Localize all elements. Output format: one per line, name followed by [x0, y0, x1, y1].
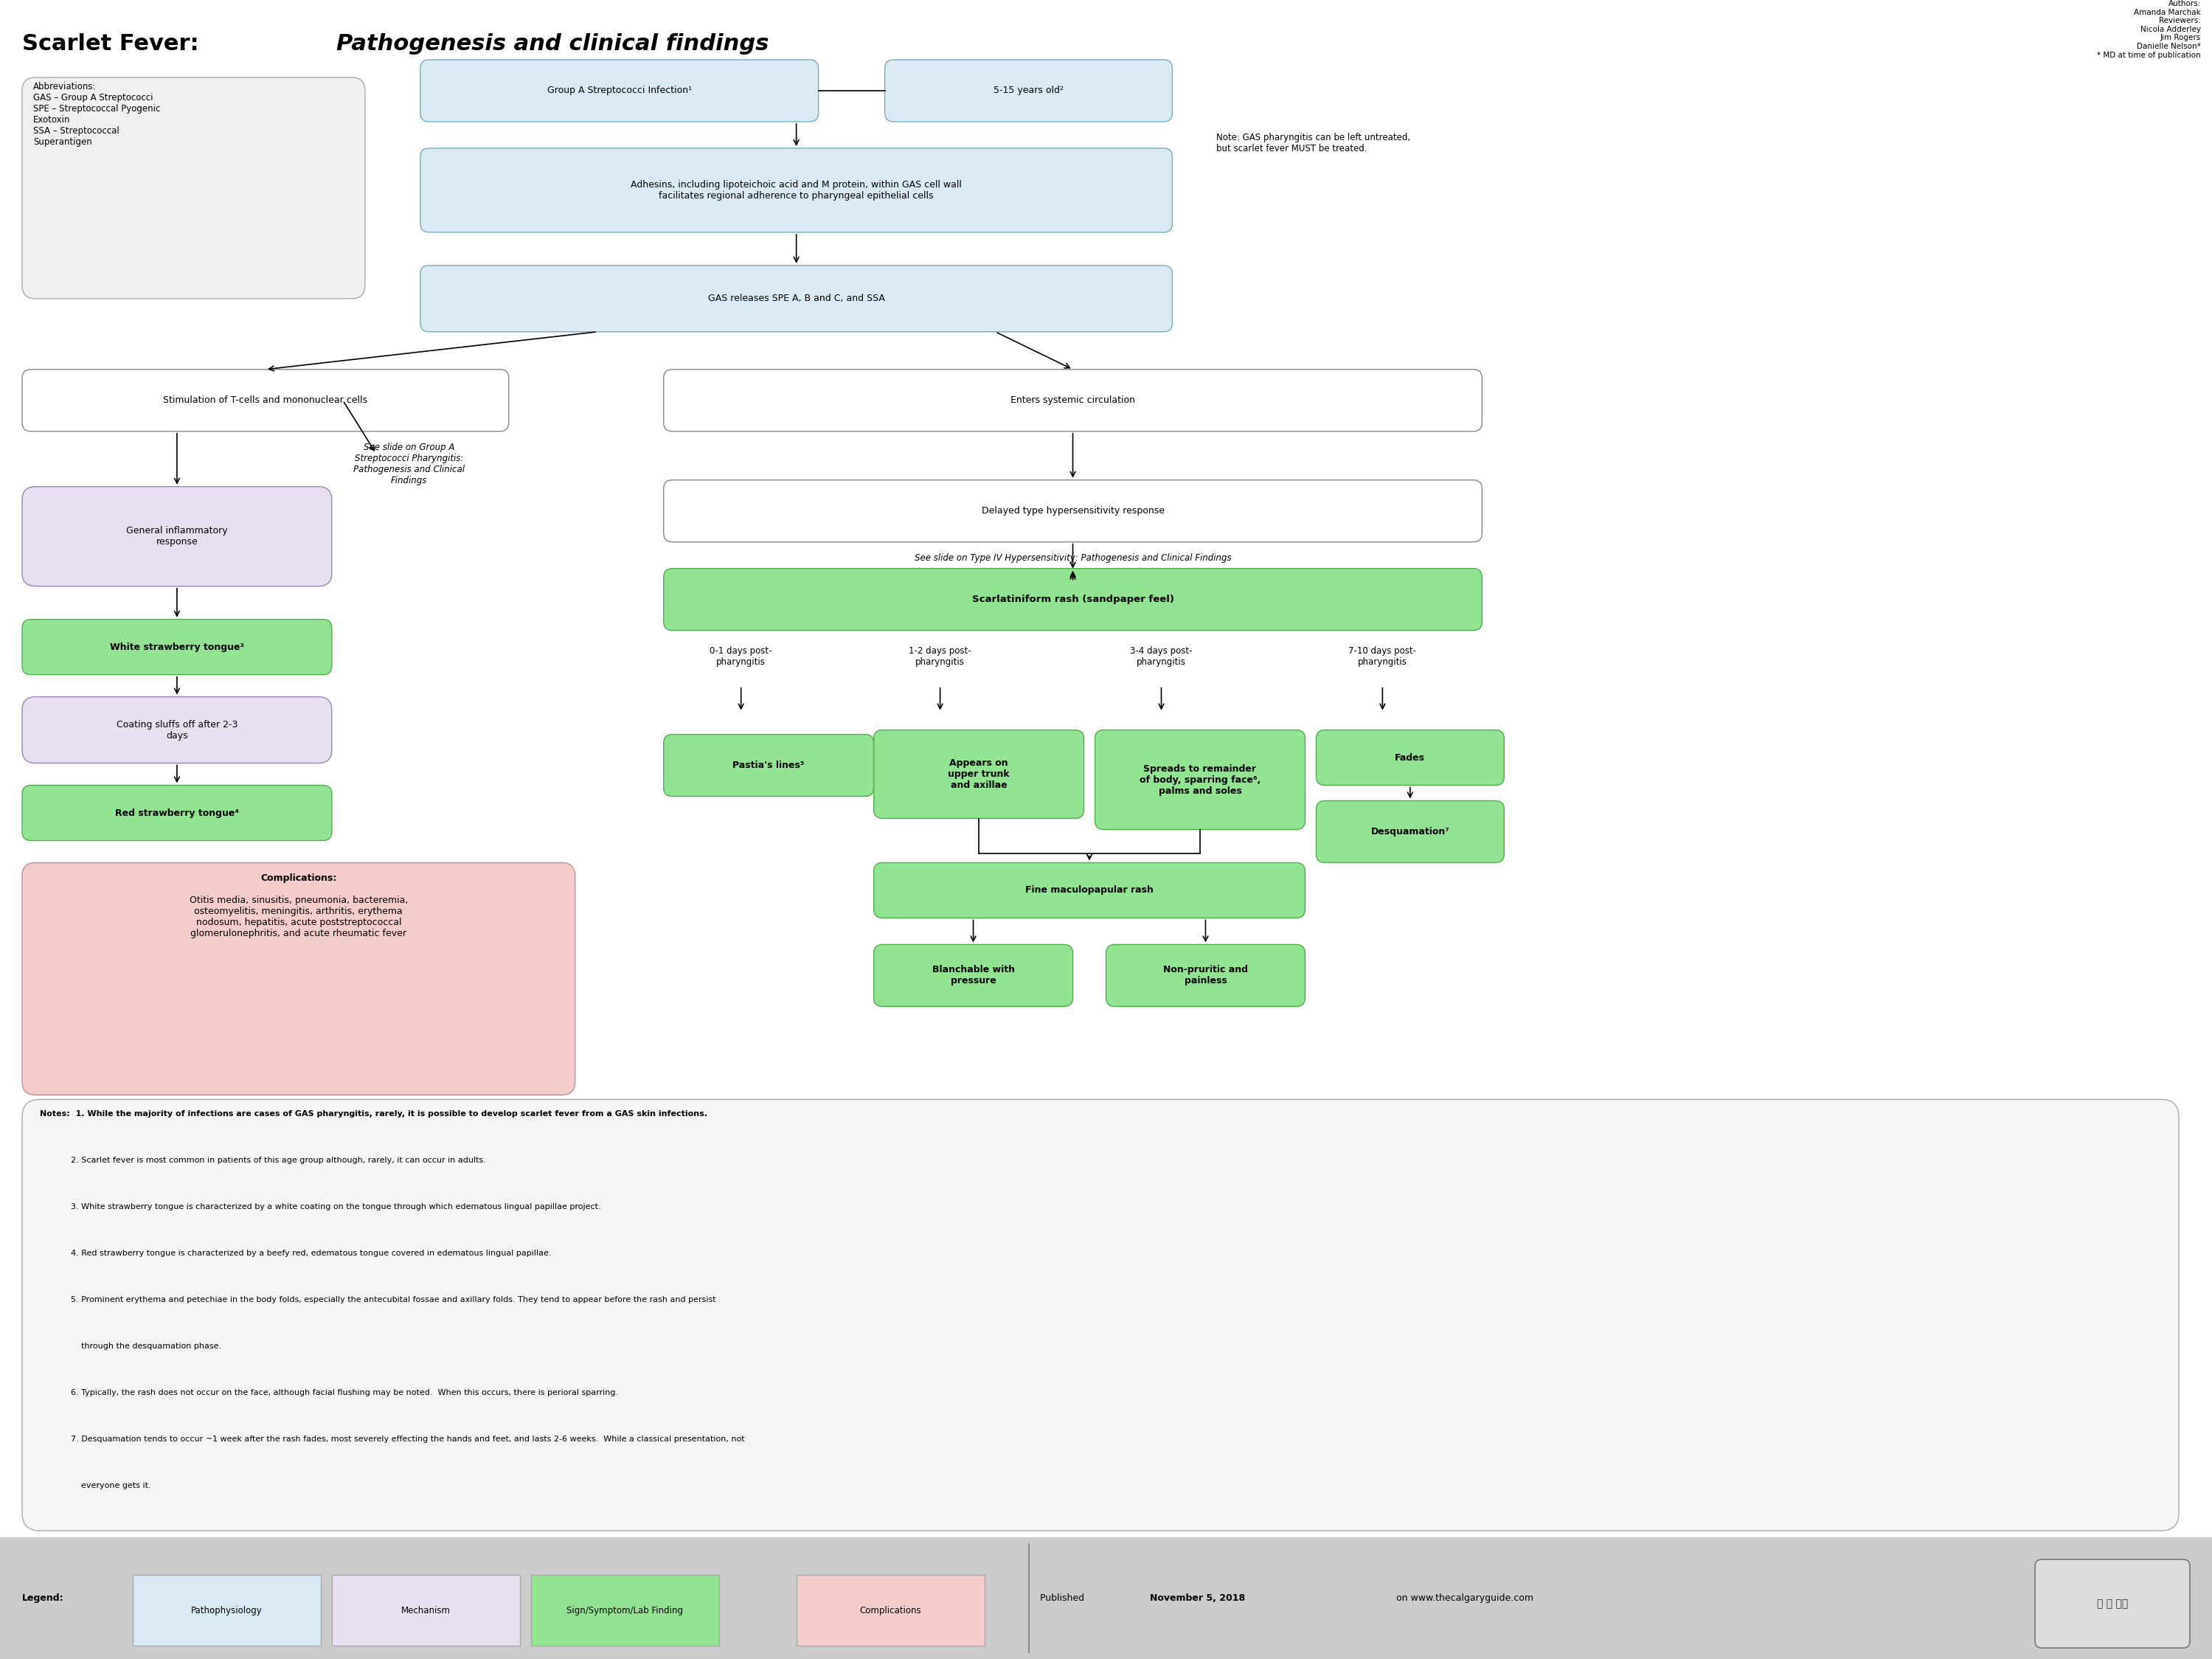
FancyBboxPatch shape — [664, 370, 1482, 431]
FancyBboxPatch shape — [1316, 801, 1504, 863]
Text: White strawberry tongue³: White strawberry tongue³ — [111, 642, 243, 652]
Text: See slide on Group A
Streptococci Pharyngitis:
Pathogenesis and Clinical
Finding: See slide on Group A Streptococci Pharyn… — [354, 443, 465, 484]
Text: Abbreviations:
GAS – Group A Streptococci
SPE – Streptococcal Pyogenic
Exotoxin
: Abbreviations: GAS – Group A Streptococc… — [33, 81, 159, 146]
Text: Group A Streptococci Infection¹: Group A Streptococci Infection¹ — [546, 86, 692, 96]
Text: 6. Typically, the rash does not occur on the face, although facial flushing may : 6. Typically, the rash does not occur on… — [40, 1389, 617, 1397]
Text: Pathogenesis and clinical findings: Pathogenesis and clinical findings — [336, 33, 770, 55]
FancyBboxPatch shape — [22, 619, 332, 675]
FancyBboxPatch shape — [133, 1574, 321, 1646]
Text: Red strawberry tongue⁴: Red strawberry tongue⁴ — [115, 808, 239, 818]
Text: General inflammatory
response: General inflammatory response — [126, 526, 228, 547]
Text: Legend:: Legend: — [22, 1593, 64, 1603]
FancyBboxPatch shape — [2035, 1559, 2190, 1647]
Text: 1-2 days post-
pharyngitis: 1-2 days post- pharyngitis — [909, 645, 971, 667]
Text: Adhesins, including lipoteichoic acid and M protein, within GAS cell wall
facili: Adhesins, including lipoteichoic acid an… — [630, 179, 962, 201]
FancyBboxPatch shape — [22, 697, 332, 763]
FancyBboxPatch shape — [874, 863, 1305, 917]
Text: Otitis media, sinusitis, pneumonia, bacteremia,
osteomyelitis, meningitis, arthr: Otitis media, sinusitis, pneumonia, bact… — [190, 896, 407, 939]
Text: Coating sluffs off after 2-3
days: Coating sluffs off after 2-3 days — [117, 720, 237, 740]
Text: Complications: Complications — [860, 1606, 920, 1616]
Text: 5. Prominent erythema and petechiae in the body folds, especially the antecubita: 5. Prominent erythema and petechiae in t… — [40, 1296, 717, 1304]
Text: 7-10 days post-
pharyngitis: 7-10 days post- pharyngitis — [1349, 645, 1416, 667]
Text: 5-15 years old²: 5-15 years old² — [993, 86, 1064, 96]
Text: Fine maculopapular rash: Fine maculopapular rash — [1026, 886, 1152, 896]
FancyBboxPatch shape — [664, 569, 1482, 630]
FancyBboxPatch shape — [22, 370, 509, 431]
Text: through the desquamation phase.: through the desquamation phase. — [40, 1342, 221, 1350]
FancyBboxPatch shape — [22, 78, 365, 299]
Text: Stimulation of T-cells and mononuclear cells: Stimulation of T-cells and mononuclear c… — [164, 395, 367, 405]
Text: Spreads to remainder
of body, sparring face⁶,
palms and soles: Spreads to remainder of body, sparring f… — [1139, 763, 1261, 796]
FancyBboxPatch shape — [885, 60, 1172, 121]
FancyBboxPatch shape — [664, 479, 1482, 542]
FancyBboxPatch shape — [22, 486, 332, 586]
Text: Notes:  1. While the majority of infections are cases of GAS pharyngitis, rarely: Notes: 1. While the majority of infectio… — [40, 1110, 708, 1118]
Text: Sign/Symptom/Lab Finding: Sign/Symptom/Lab Finding — [566, 1606, 684, 1616]
Text: 7. Desquamation tends to occur ~1 week after the rash fades, most severely effec: 7. Desquamation tends to occur ~1 week a… — [40, 1435, 745, 1443]
FancyBboxPatch shape — [332, 1574, 520, 1646]
Text: Scarlet Fever:: Scarlet Fever: — [22, 33, 206, 55]
Text: 4. Red strawberry tongue is characterized by a beefy red, edematous tongue cover: 4. Red strawberry tongue is characterize… — [40, 1249, 551, 1258]
Text: Scarlatiniform rash (sandpaper feel): Scarlatiniform rash (sandpaper feel) — [971, 594, 1175, 604]
Text: 2. Scarlet fever is most common in patients of this age group although, rarely, : 2. Scarlet fever is most common in patie… — [40, 1156, 487, 1165]
Text: See slide on Type IV Hypersensitivity: Pathogenesis and Clinical Findings: See slide on Type IV Hypersensitivity: P… — [914, 552, 1232, 562]
FancyBboxPatch shape — [1316, 730, 1504, 785]
FancyBboxPatch shape — [0, 1538, 2212, 1659]
FancyBboxPatch shape — [420, 148, 1172, 232]
FancyBboxPatch shape — [420, 265, 1172, 332]
Text: Delayed type hypersensitivity response: Delayed type hypersensitivity response — [982, 506, 1164, 516]
Text: Non-pruritic and
painless: Non-pruritic and painless — [1164, 966, 1248, 985]
FancyBboxPatch shape — [796, 1574, 984, 1646]
Text: 3. White strawberry tongue is characterized by a white coating on the tongue thr: 3. White strawberry tongue is characteri… — [40, 1203, 602, 1211]
FancyBboxPatch shape — [1106, 944, 1305, 1007]
Text: November 5, 2018: November 5, 2018 — [1150, 1593, 1245, 1603]
Text: ⓒ Ⓝ ⓈⒶ: ⓒ Ⓝ ⓈⒶ — [2097, 1599, 2128, 1609]
FancyBboxPatch shape — [22, 785, 332, 841]
Text: Appears on
upper trunk
and axillae: Appears on upper trunk and axillae — [949, 758, 1009, 790]
Text: everyone gets it.: everyone gets it. — [40, 1481, 150, 1490]
Text: Published: Published — [1040, 1593, 1086, 1603]
FancyBboxPatch shape — [22, 1100, 2179, 1531]
Text: Complications:: Complications: — [261, 874, 336, 883]
Text: 0-1 days post-
pharyngitis: 0-1 days post- pharyngitis — [710, 645, 772, 667]
FancyBboxPatch shape — [1095, 730, 1305, 830]
Text: Pastia's lines⁵: Pastia's lines⁵ — [732, 760, 805, 770]
Text: Blanchable with
pressure: Blanchable with pressure — [931, 966, 1015, 985]
Text: Note: GAS pharyngitis can be left untreated,
but scarlet fever MUST be treated.: Note: GAS pharyngitis can be left untrea… — [1217, 133, 1411, 153]
FancyBboxPatch shape — [420, 60, 818, 121]
FancyBboxPatch shape — [664, 735, 874, 796]
Text: 3-4 days post-
pharyngitis: 3-4 days post- pharyngitis — [1130, 645, 1192, 667]
Text: Mechanism: Mechanism — [400, 1606, 451, 1616]
FancyBboxPatch shape — [874, 944, 1073, 1007]
Text: Fades: Fades — [1396, 753, 1425, 763]
Text: on www.thecalgaryguide.com: on www.thecalgaryguide.com — [1394, 1593, 1533, 1603]
Text: Authors:
Amanda Marchak
Reviewers:
Nicola Adderley
Jim Rogers
Danielle Nelson*
*: Authors: Amanda Marchak Reviewers: Nicol… — [2097, 0, 2201, 58]
FancyBboxPatch shape — [874, 730, 1084, 818]
Text: Enters systemic circulation: Enters systemic circulation — [1011, 395, 1135, 405]
FancyBboxPatch shape — [531, 1574, 719, 1646]
Text: Pathophysiology: Pathophysiology — [190, 1606, 263, 1616]
Text: Desquamation⁷: Desquamation⁷ — [1371, 826, 1449, 836]
FancyBboxPatch shape — [22, 863, 575, 1095]
Text: GAS releases SPE A, B and C, and SSA: GAS releases SPE A, B and C, and SSA — [708, 294, 885, 304]
